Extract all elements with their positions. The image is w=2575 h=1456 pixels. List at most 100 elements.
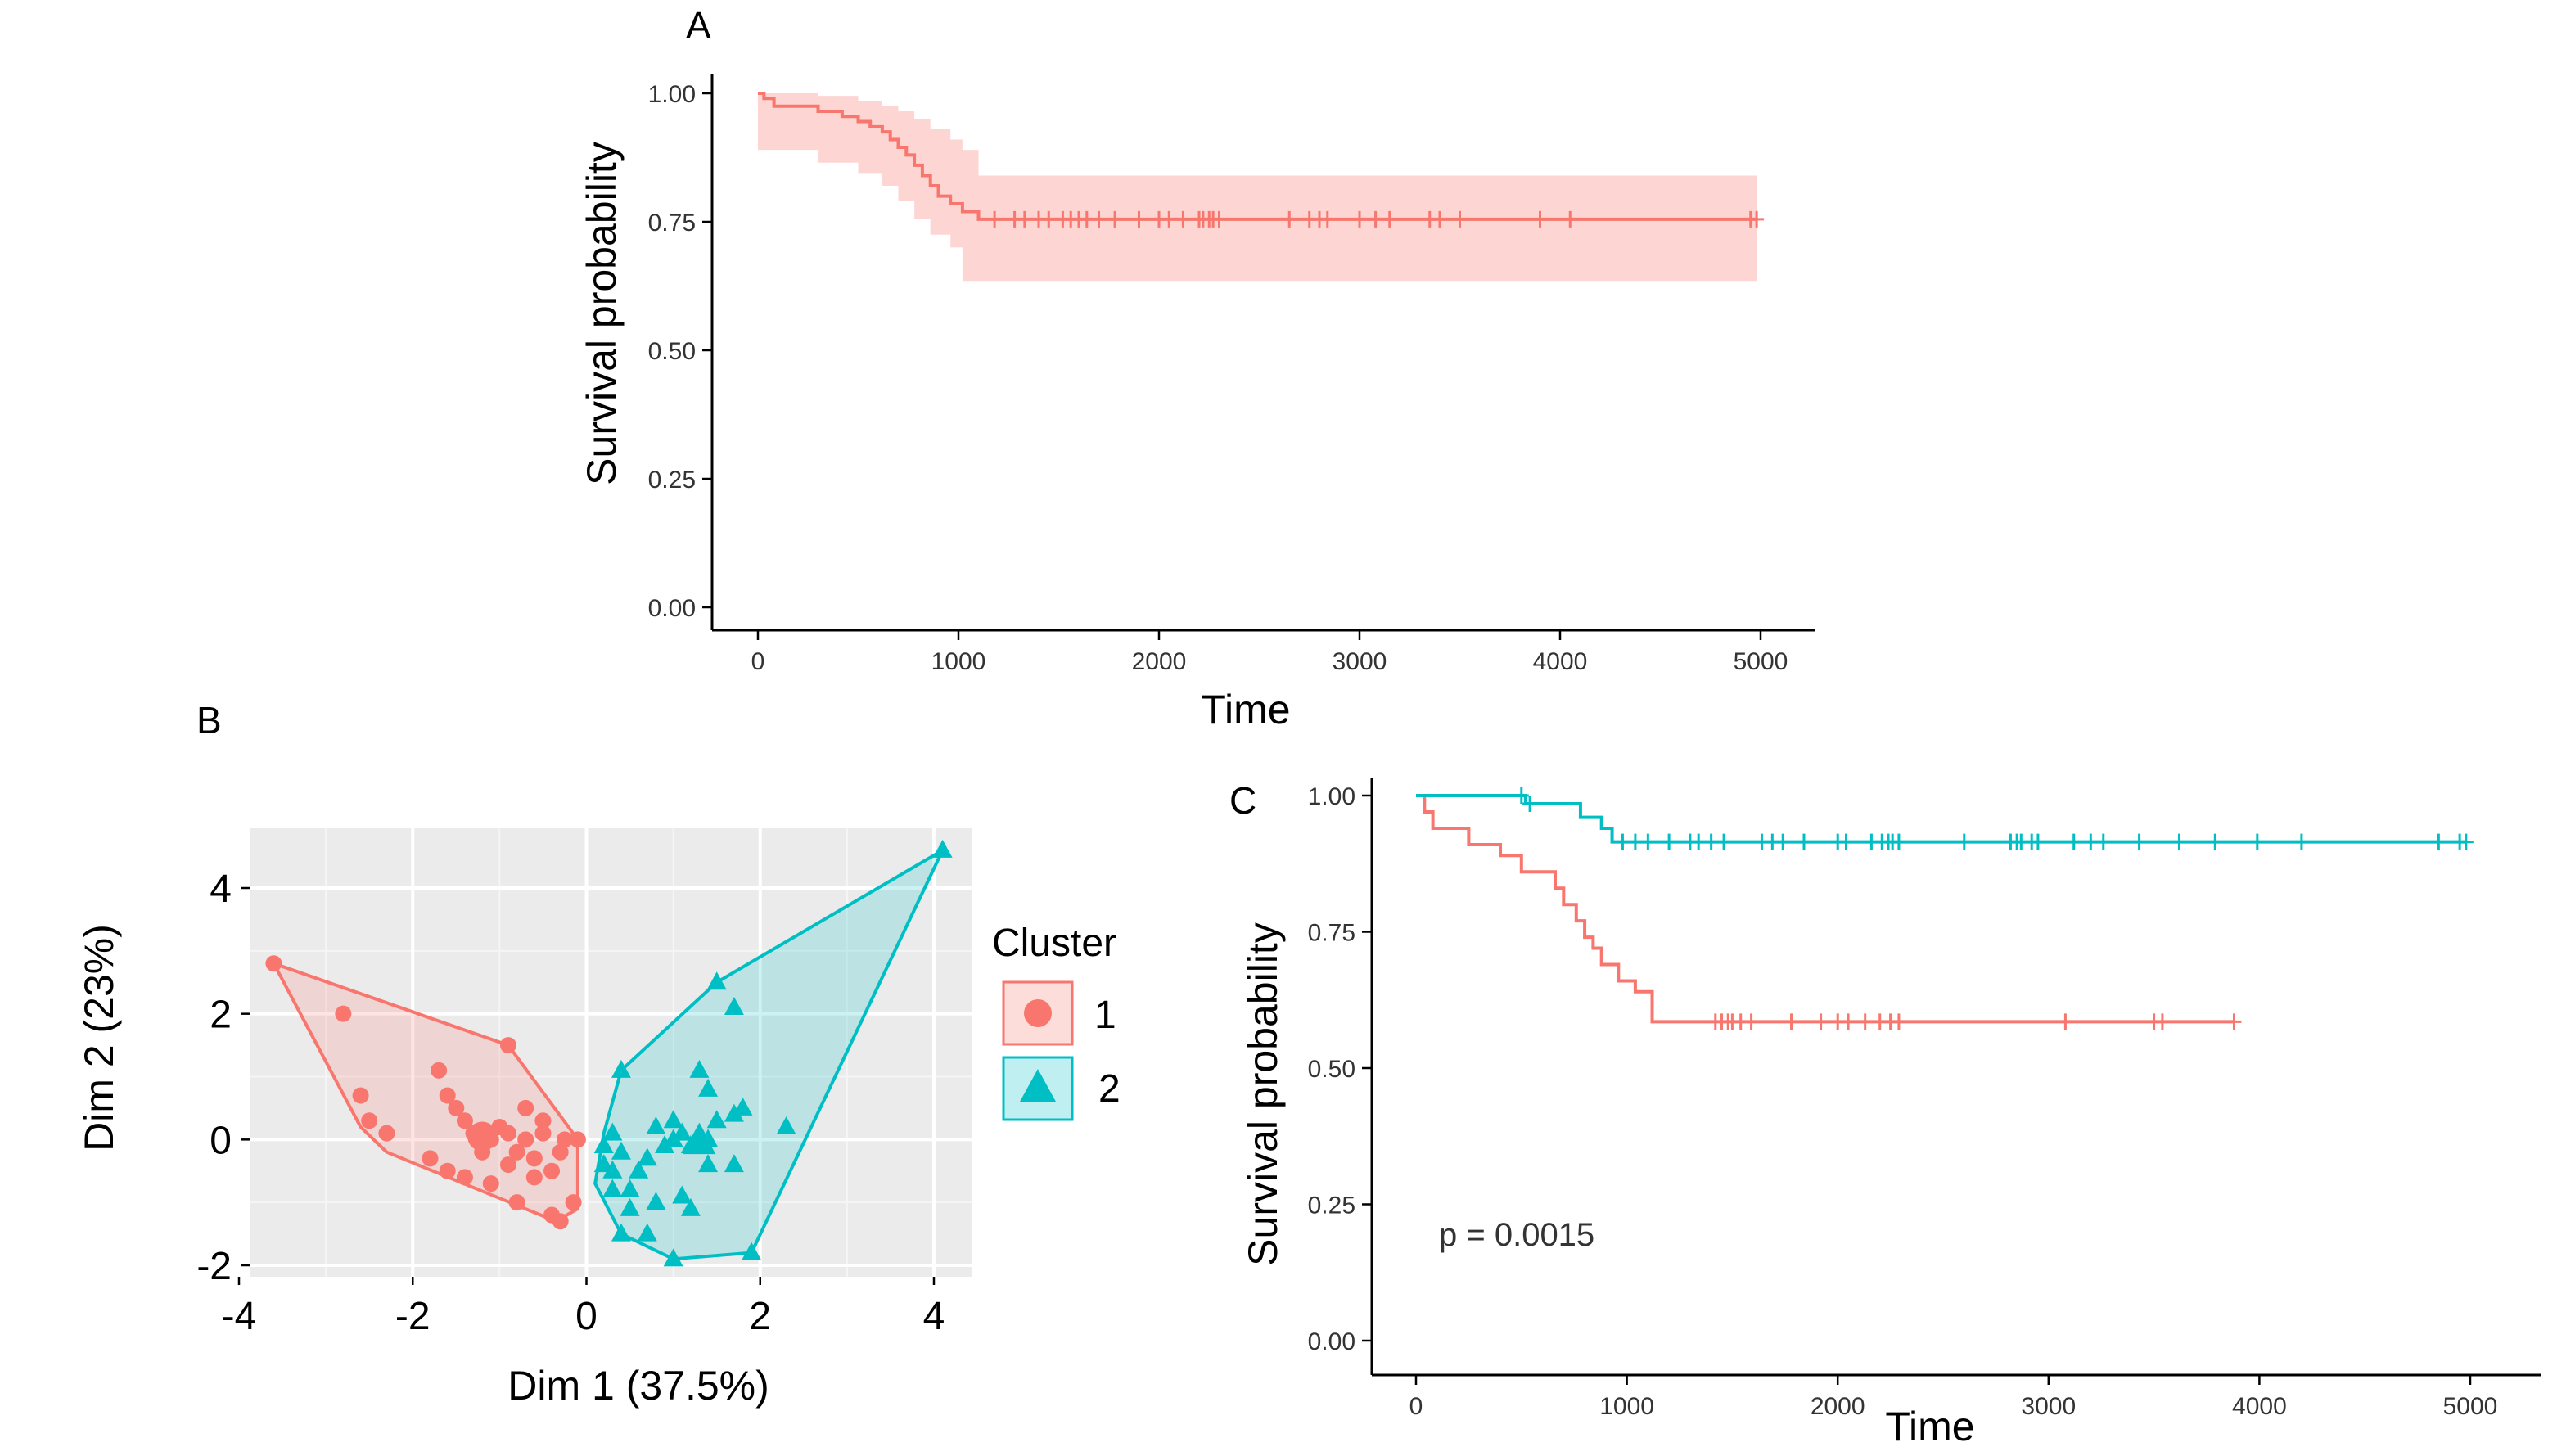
c-censor-mark (1784, 1013, 1799, 1030)
a-confidence-band-layer (758, 93, 1757, 282)
panel-a-km-plot: A 0 1000 2000 3000 4000 5000 0.00 0.25 0.50 0.75 1… (579, 4, 1815, 733)
c-p-value-annotation: p = 0.0015 (1439, 1217, 1594, 1253)
b-cluster-1-point (499, 1037, 516, 1054)
b-cluster-2-point (663, 1248, 683, 1267)
a-y-tick-label: 0.25 (648, 467, 696, 494)
b-cluster-1-point (499, 1156, 516, 1174)
b-cluster-2-point (602, 1122, 623, 1141)
c-x-tick-label: 1000 (1599, 1393, 1654, 1420)
c-censor-mark (2131, 833, 2147, 850)
c-censor-marks-layer (1513, 787, 2474, 1030)
b-cluster-2-point (680, 1197, 701, 1216)
c-x-tick-label: 0 (1409, 1393, 1423, 1420)
b-cluster-2-point (706, 1110, 727, 1129)
a-survival-curve (758, 92, 1757, 221)
c-censor-mark (2226, 1013, 2242, 1030)
a-x-tick-label: 1000 (931, 648, 986, 675)
b-cluster-1-point (517, 1131, 534, 1148)
c-censor-mark (2207, 833, 2223, 850)
panel-b-cluster-plot: B -4 -2 0 2 4 -2 0 2 4 Dim 1 (37.5%) Dim 2 (23%)… (76, 699, 1121, 1409)
a-y-axis-label: Survival probability (579, 142, 625, 485)
b-y-tick-label: 0 (210, 1119, 232, 1162)
a-censor-mark (1107, 210, 1123, 228)
a-y-tick-label: 0.75 (648, 210, 696, 237)
c-survival-curve-2 (1416, 794, 2466, 844)
a-censor-marks-layer (987, 210, 1765, 228)
a-censor-mark (1749, 210, 1765, 228)
b-cluster-1-point (361, 1112, 378, 1129)
c-censor-mark (1662, 833, 1677, 850)
b-y-axis-label: Dim 2 (23%) (76, 924, 122, 1152)
panel-letter-a: A (686, 4, 711, 47)
b-cluster-2-point (776, 1116, 796, 1134)
b-cluster-2-point (663, 1110, 683, 1129)
a-y-tick-label: 0.50 (648, 338, 696, 365)
c-censor-mark (2058, 1013, 2073, 1030)
c-censor-mark (2171, 833, 2187, 850)
c-survival-curve-1 (1416, 794, 2235, 1024)
c-y-tick-label: 0.25 (1308, 1192, 1355, 1219)
b-cluster-2-point (724, 1103, 744, 1122)
b-legend-triangle-icon (1020, 1069, 1056, 1102)
c-censor-mark (2431, 833, 2446, 850)
a-censor-mark (1161, 210, 1177, 228)
b-cluster-2-point (689, 1059, 710, 1078)
b-cluster-1-point (508, 1194, 525, 1211)
b-cluster-2-point (620, 1179, 640, 1197)
a-x-tick-label: 2000 (1132, 648, 1187, 675)
a-censor-mark (1041, 210, 1057, 228)
a-censor-mark (1452, 210, 1468, 228)
b-points-layer (265, 839, 953, 1267)
panel-letter-c: C (1229, 779, 1256, 822)
b-cluster-1-point (534, 1112, 552, 1129)
b-x-tick-label: -2 (395, 1295, 431, 1338)
c-censor-mark (1838, 833, 1854, 850)
c-censor-mark (1703, 833, 1719, 850)
c-x-tick-label: 3000 (2021, 1393, 2076, 1420)
b-legend: Cluster 1 2 (992, 922, 1121, 1121)
b-cluster-1-hull (272, 962, 579, 1224)
b-cluster-1-point (352, 1087, 369, 1104)
c-censor-mark (1796, 833, 1811, 850)
c-censor-mark (1716, 833, 1732, 850)
c-censor-mark (2293, 833, 2309, 850)
b-cluster-1-point (552, 1213, 569, 1230)
c-censor-mark (1891, 1013, 1906, 1030)
b-cluster-2-point (706, 971, 727, 990)
c-censor-mark (1640, 833, 1656, 850)
b-cluster-2-point (602, 1179, 623, 1197)
b-cluster-2-point (724, 996, 744, 1015)
a-censor-mark (987, 210, 1003, 228)
b-cluster-2-point (629, 1160, 649, 1179)
a-censor-mark (1091, 210, 1107, 228)
a-confidence-band (758, 93, 1757, 282)
b-cluster-1-point (422, 1150, 439, 1167)
b-x-axis-label: Dim 1 (37.5%) (507, 1363, 769, 1409)
b-cluster-2-point (637, 1147, 657, 1166)
b-x-tick-label: 0 (575, 1295, 598, 1338)
a-x-tick-label: 4000 (1533, 648, 1588, 675)
b-cluster-2-point (932, 839, 953, 858)
b-cluster-1-point (525, 1169, 543, 1186)
b-legend-circle-icon (1024, 999, 1052, 1027)
b-cluster-2-center (683, 1125, 716, 1155)
c-censor-mark (1857, 1013, 1873, 1030)
b-cluster-1-point (565, 1194, 582, 1211)
b-cluster-1-point (439, 1162, 456, 1179)
b-y-tick-label: -2 (196, 1245, 232, 1288)
b-cluster-1-point (499, 1125, 516, 1142)
c-x-axis-label: Time (1885, 1404, 1974, 1449)
b-x-tick-label: 4 (923, 1295, 945, 1338)
b-cluster-1-point (517, 1099, 534, 1116)
c-censor-mark (1891, 833, 1906, 850)
c-censor-mark (1813, 1013, 1829, 1030)
c-censor-mark (1513, 787, 1529, 804)
c-x-tick-label: 2000 (1811, 1393, 1865, 1420)
c-survival-curves-layer (1416, 794, 2466, 1024)
b-y-tick-label: 4 (210, 868, 232, 911)
b-cluster-1-point (569, 1131, 586, 1148)
b-cluster-2-hull (593, 848, 945, 1261)
b-cluster-2-point (602, 1160, 623, 1179)
a-x-axis-label: Time (1201, 687, 1290, 733)
